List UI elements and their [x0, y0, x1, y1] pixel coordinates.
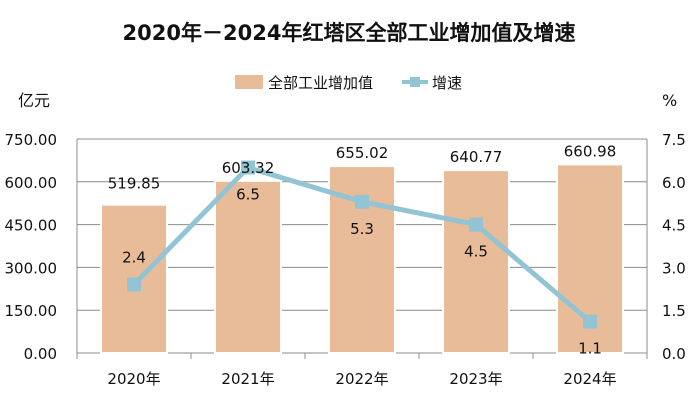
legend: 全部工业增加值 增速 [235, 74, 462, 92]
bar-data-label: 655.02 [336, 144, 389, 162]
x-tick-label: 2020年 [107, 370, 160, 388]
right-tick-label: 4.5 [662, 217, 686, 235]
line-data-label: 5.3 [350, 220, 374, 238]
right-tick-label: 6.0 [662, 174, 686, 192]
x-tick-label: 2024年 [563, 370, 616, 388]
bar [442, 169, 510, 354]
left-tick-label: 0.00 [24, 345, 57, 363]
line-marker [241, 160, 255, 175]
legend-label-line: 增速 [432, 74, 462, 92]
left-tick-label: 600.00 [5, 174, 58, 192]
left-tick-label: 150.00 [5, 302, 58, 320]
bar-data-label: 640.77 [450, 148, 503, 166]
right-tick-label: 0.0 [662, 345, 686, 363]
x-tick-label: 2023年 [449, 370, 502, 388]
left-tick-label: 750.00 [5, 131, 58, 149]
bar-data-label: 603.32 [222, 159, 275, 177]
left-tick-label: 300.00 [5, 259, 58, 277]
left-tick-label: 450.00 [5, 217, 58, 235]
line-data-label: 6.5 [236, 186, 260, 204]
chart-title: 2020年－2024年红塔区全部工业增加值及增速 [123, 21, 576, 45]
legend-swatch-marker [410, 77, 420, 87]
line-marker [583, 314, 597, 329]
bar-data-label: 660.98 [564, 142, 617, 160]
line-data-label: 1.1 [578, 340, 602, 358]
line-data-label: 4.5 [464, 243, 488, 261]
line-data-label: 2.4 [122, 249, 146, 267]
line-marker [127, 277, 141, 292]
legend-label-bar: 全部工业增加值 [268, 74, 373, 92]
right-tick-label: 1.5 [662, 302, 686, 320]
x-tick-label: 2022年 [335, 370, 388, 388]
left-axis-unit: 亿元 [18, 91, 50, 110]
right-tick-label: 7.5 [662, 131, 686, 149]
bar [214, 179, 282, 354]
legend-swatch-bar [235, 75, 263, 89]
line-marker [355, 194, 369, 209]
right-tick-label: 3.0 [662, 259, 686, 277]
x-tick-label: 2021年 [221, 370, 274, 388]
bar-data-label: 519.85 [108, 175, 161, 193]
right-axis-unit: % [662, 91, 677, 110]
line-marker [469, 217, 483, 232]
